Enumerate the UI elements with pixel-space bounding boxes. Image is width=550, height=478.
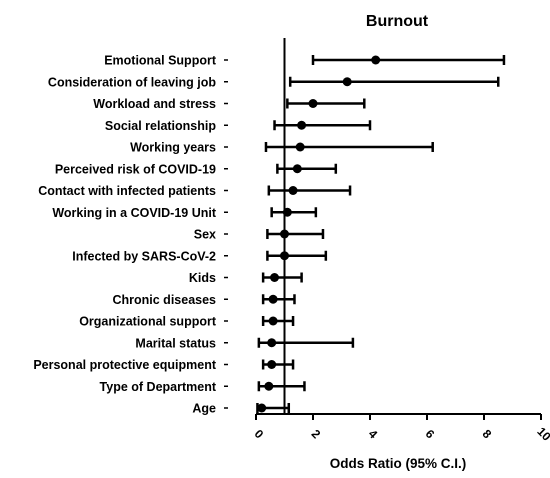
odds-ratio-point <box>280 229 289 239</box>
x-axis: 0 2 4 6 8 10 <box>252 413 550 444</box>
x-axis-label: Odds Ratio (95% C.I.) <box>330 456 467 471</box>
row-label: Chronic diseases <box>112 293 216 307</box>
odds-ratio-point <box>268 294 278 304</box>
odds-ratio-point <box>267 360 277 369</box>
odds-ratio-point <box>308 99 318 108</box>
row-label: Emotional Support <box>104 54 217 68</box>
odds-ratio-point <box>297 120 307 130</box>
odds-ratio-point <box>257 403 267 413</box>
odds-ratio-point <box>264 381 274 391</box>
row-label: Age <box>192 402 216 416</box>
x-tick-label: 6 <box>423 427 438 442</box>
odds-ratio-point <box>282 207 292 217</box>
row-label: Personal protective equipment <box>33 358 217 372</box>
row-label: Organizational support <box>79 315 217 329</box>
x-tick-label: 8 <box>480 427 495 442</box>
row-label: Contact with infected patients <box>38 184 216 198</box>
x-tick-label: 0 <box>252 427 267 442</box>
plot-area <box>256 38 506 414</box>
row-label: Consideration of leaving job <box>48 75 216 89</box>
row-label: Workload and stress <box>93 97 216 111</box>
x-tick-label: 10 <box>534 424 550 444</box>
row-labels: Emotional Support Consideration of leavin… <box>33 54 228 416</box>
odds-ratio-point <box>371 55 381 65</box>
x-tick-label: 4 <box>366 427 381 442</box>
row-label: Social relationship <box>105 119 217 133</box>
odds-ratio-point <box>295 142 305 152</box>
row-label: Perceived risk of COVID-19 <box>55 162 216 176</box>
row-label: Working years <box>130 141 216 155</box>
odds-ratio-point <box>268 316 278 326</box>
chart-title: Burnout <box>366 13 429 30</box>
odds-ratio-point <box>280 251 289 261</box>
row-label: Sex <box>194 228 216 242</box>
x-tick-label: 2 <box>309 427 324 442</box>
row-label: Kids <box>189 271 216 285</box>
row-label: Infected by SARS-CoV-2 <box>72 249 216 263</box>
row-label: Working in a COVID-19 Unit <box>52 206 217 220</box>
odds-ratio-point <box>270 273 280 282</box>
odds-ratio-point <box>342 77 352 87</box>
odds-ratio-point <box>292 164 302 174</box>
row-label: Type of Department <box>100 380 217 394</box>
odds-ratio-point <box>288 186 298 195</box>
row-label: Marital status <box>135 336 216 350</box>
odds-ratio-point <box>267 338 277 348</box>
